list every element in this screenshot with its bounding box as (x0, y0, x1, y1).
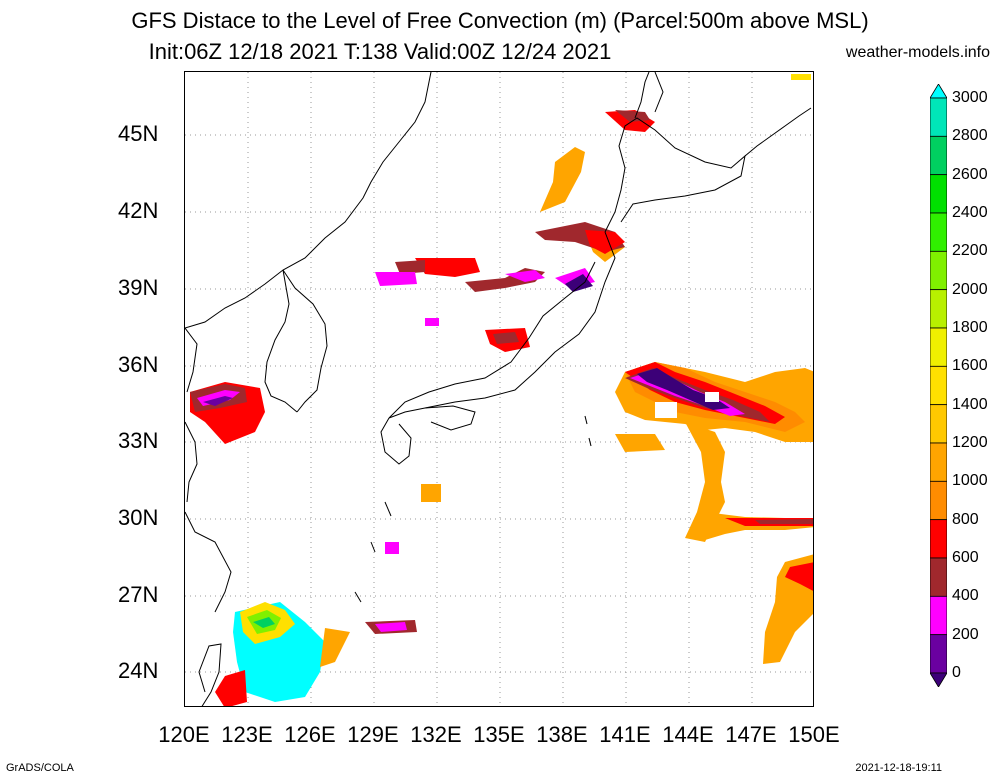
coastlines (185, 72, 812, 706)
x-tick: 144E (662, 722, 714, 747)
x-tick: 135E (473, 722, 525, 747)
x-tick: 150E (788, 722, 840, 747)
lfc-shading (190, 74, 813, 706)
x-tick: 147E (725, 722, 777, 747)
chart-title: GFS Distace to the Level of Free Convect… (131, 8, 869, 33)
y-tick: 36N (118, 352, 159, 377)
x-tick: 126E (284, 722, 336, 747)
colorbar-label: 2400 (952, 204, 988, 221)
x-tick: 120E (158, 722, 210, 747)
colorbar-segment (930, 634, 947, 674)
colorbar-segment (930, 480, 947, 521)
colorbar-segment (930, 557, 947, 597)
y-tick: 30N (118, 505, 159, 530)
colorbar-label: 2600 (952, 165, 988, 183)
footer-left: GrADS/COLA (6, 762, 74, 774)
x-tick: 132E (410, 722, 462, 747)
colorbar-label: 1200 (952, 434, 988, 451)
colorbar-segment (930, 327, 947, 367)
colorbar-label: 1600 (952, 357, 988, 375)
colorbar (930, 84, 947, 687)
y-tick: 24N (118, 658, 159, 683)
y-tick: 33N (118, 428, 159, 453)
credit-label: weather-models.info (845, 44, 990, 61)
colorbar-segment (930, 595, 947, 636)
footer-right: 2021-12-18-19:11 (855, 762, 942, 774)
colorbar-segment (930, 289, 947, 329)
colorbar-segment (930, 365, 947, 406)
colorbar-segment (930, 250, 947, 291)
colorbar-label: 200 (952, 625, 979, 643)
map-svg (185, 72, 813, 706)
colorbar-label: 1800 (952, 319, 988, 336)
colorbar-segment (930, 135, 947, 176)
colorbar-label: 3000 (952, 89, 988, 106)
x-tick: 129E (347, 722, 399, 747)
colorbar-segment (930, 97, 947, 137)
x-tick: 141E (599, 722, 651, 747)
x-tick: 138E (536, 722, 588, 747)
colorbar-label: 1000 (952, 472, 988, 490)
colorbar-segment (930, 174, 947, 214)
colorbar-label: 400 (952, 587, 979, 605)
colorbar-label: 800 (952, 510, 979, 528)
y-tick: 45N (118, 121, 159, 146)
colorbar-segment (930, 442, 947, 482)
colorbar-label: 1400 (952, 395, 988, 413)
y-tick: 42N (118, 198, 159, 223)
y-tick: 39N (118, 275, 159, 300)
colorbar-segment (930, 212, 947, 252)
x-tick: 123E (221, 722, 273, 747)
chart-subtitle: Init:06Z 12/18 2021 T:138 Valid:00Z 12/2… (148, 39, 612, 64)
colorbar-segment (930, 519, 947, 559)
colorbar-bottom-arrow (930, 672, 947, 687)
colorbar-label: 600 (952, 549, 979, 566)
colorbar-label: 2800 (952, 127, 988, 145)
colorbar-segment (930, 404, 947, 444)
map-panel (184, 71, 814, 707)
colorbar-label: 2200 (952, 242, 988, 260)
colorbar-label: 2000 (952, 280, 988, 298)
colorbar-top-arrow (930, 84, 947, 99)
colorbar-label: 0 (952, 664, 961, 681)
y-tick: 27N (118, 582, 159, 607)
